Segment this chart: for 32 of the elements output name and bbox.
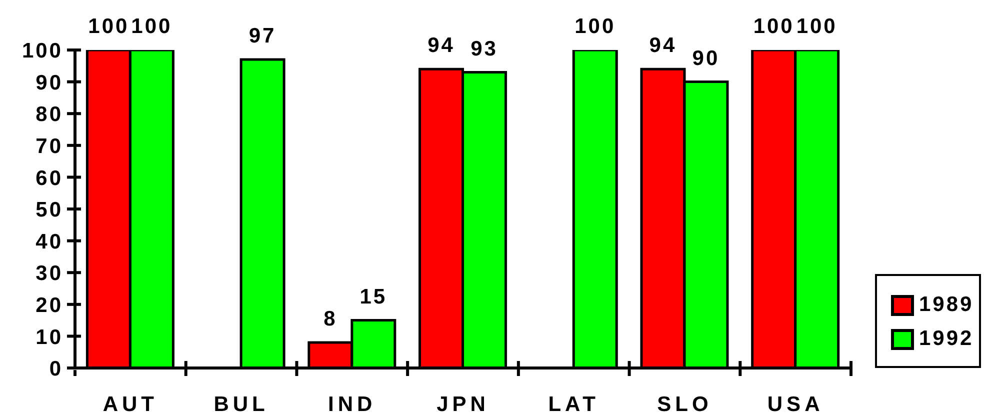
data-label: 94 xyxy=(649,34,677,58)
y-tick-label: 0 xyxy=(49,358,63,381)
x-tick-label: IND xyxy=(328,393,376,416)
data-label: 100 xyxy=(131,15,172,38)
y-tick-label: 80 xyxy=(36,103,63,126)
x-tick-label: SLO xyxy=(657,393,712,416)
data-label: 97 xyxy=(248,24,276,48)
y-tick-label: 30 xyxy=(36,262,63,286)
y-tick-label: 20 xyxy=(36,294,63,317)
x-tick-label: BUL xyxy=(214,393,269,416)
x-tick-label: AUT xyxy=(102,393,158,416)
x-tick-label: USA xyxy=(767,393,824,416)
x-tick-label: JPN xyxy=(436,393,490,416)
y-tick-label: 70 xyxy=(36,134,63,158)
data-label: 15 xyxy=(360,285,388,308)
data-label: 100 xyxy=(796,15,838,38)
y-tick-label: 100 xyxy=(22,40,63,63)
data-label: 90 xyxy=(692,46,720,70)
y-tick-label: 60 xyxy=(36,166,63,190)
data-label: 8 xyxy=(324,308,338,331)
legend-label: 1989 xyxy=(919,293,974,317)
y-tick-label: 90 xyxy=(36,71,63,94)
legend-label: 1992 xyxy=(919,327,974,351)
y-tick-label: 50 xyxy=(36,198,63,222)
y-tick-label: 40 xyxy=(36,230,63,254)
data-label: 94 xyxy=(428,34,455,58)
x-tick-label: LAT xyxy=(548,393,600,416)
data-label: 100 xyxy=(88,15,130,38)
data-label: 100 xyxy=(574,15,616,38)
data-label: 100 xyxy=(753,15,794,38)
y-tick-label: 10 xyxy=(36,326,63,349)
data-label: 93 xyxy=(470,37,498,60)
